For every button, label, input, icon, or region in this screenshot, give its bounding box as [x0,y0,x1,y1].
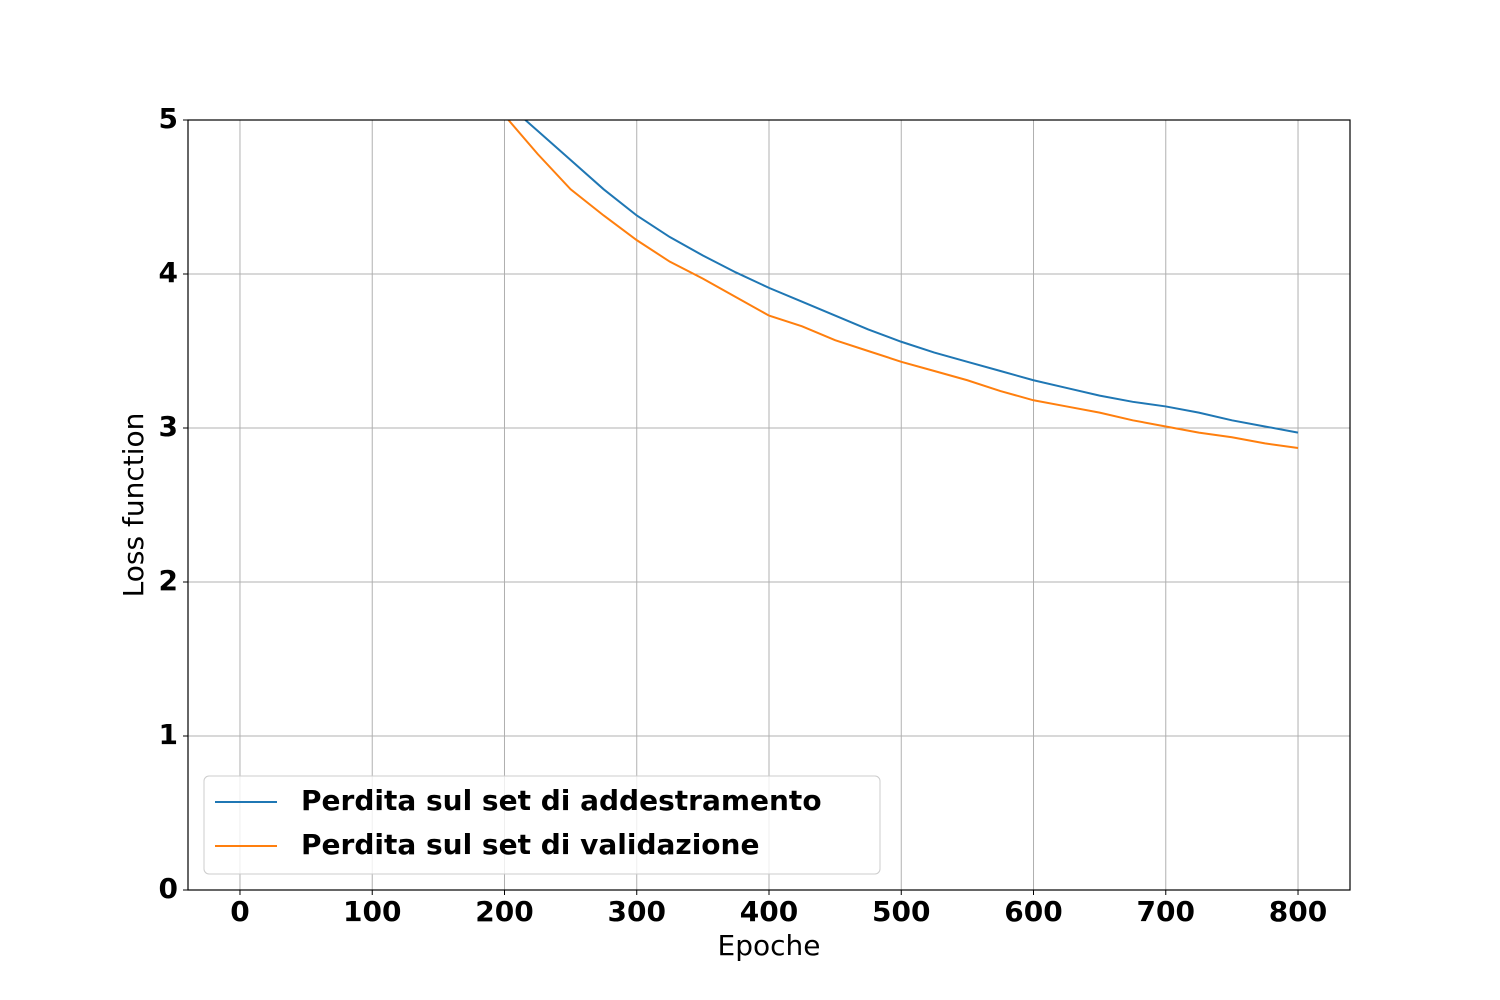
y-tick-label: 3 [159,410,178,443]
y-tick-label: 0 [159,872,178,905]
x-tick-label: 300 [608,895,666,928]
ticks: 0 100 200 300 400 500 600 700 800 0 1 2 3 4 5 [159,102,1328,928]
x-tick-label: 100 [343,895,401,928]
x-tick-label: 700 [1137,895,1195,928]
legend-box [203,775,881,875]
x-tick-label: 500 [872,895,930,928]
legend-label: Perdita sul set di validazione [301,828,759,861]
x-axis-label: Epoche [718,929,821,962]
y-axis-label: Loss function [117,413,150,598]
y-tick-label: 1 [159,718,178,751]
x-tick-label: 800 [1269,895,1327,928]
x-tick-label: 400 [740,895,798,928]
y-tick-label: 4 [159,256,178,289]
y-tick-label: 5 [159,102,178,135]
series-line [507,120,1299,450]
plot-area [507,120,1299,450]
legend: Perdita sul set di addestramento Perdita … [203,775,881,875]
series-line [523,120,1299,434]
legend-label: Perdita sul set di addestramento [301,784,822,817]
y-tick-label: 2 [159,564,178,597]
x-tick-label: 200 [475,895,533,928]
x-tick-label: 0 [230,895,249,928]
grid [188,119,1350,891]
x-tick-label: 600 [1004,895,1062,928]
